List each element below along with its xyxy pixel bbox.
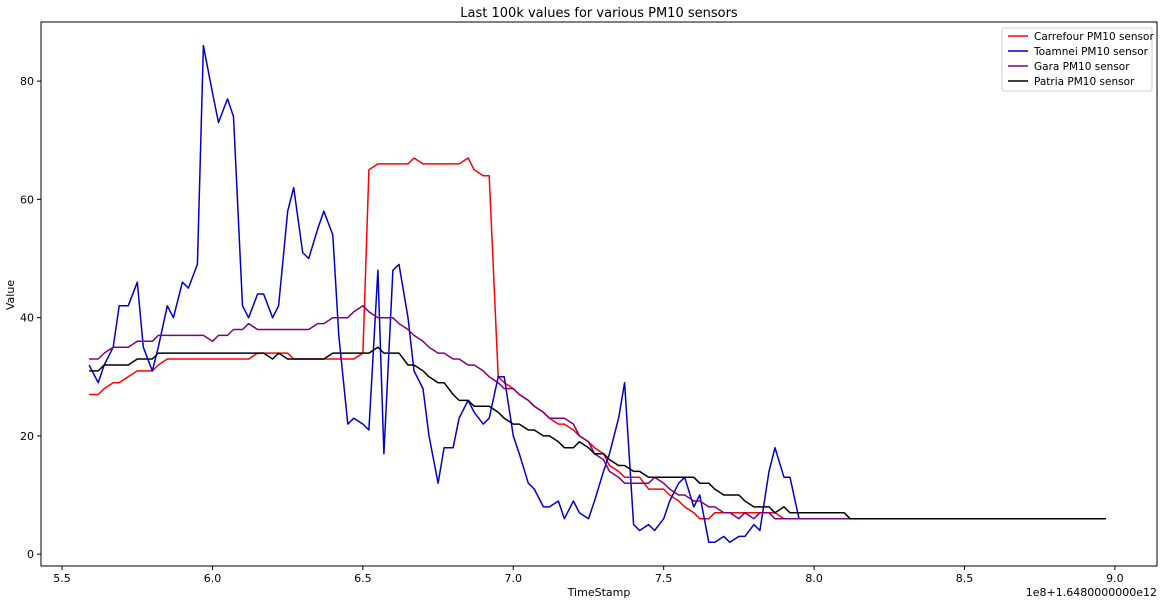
x-tick-label: 8.0: [805, 572, 823, 585]
plot-area: [88, 44, 1106, 544]
series-line-2: [88, 44, 1106, 544]
x-tick-label: 7.0: [505, 572, 523, 585]
y-tick-label: 20: [20, 430, 34, 443]
x-axis-offset-label: 1e8+1.6480000000e12: [1026, 586, 1157, 599]
y-axis-label: Value: [4, 280, 17, 310]
legend-label-3: Gara PM10 sensor: [1034, 61, 1130, 73]
x-tick-label: 6.5: [354, 572, 372, 585]
legend-box: [1001, 27, 1153, 92]
legend-label-4: Patria PM10 sensor: [1034, 76, 1135, 88]
x-tick-label: 6.0: [204, 572, 222, 585]
y-tick-label: 60: [20, 193, 34, 206]
x-tick-label: 7.5: [655, 572, 673, 585]
series-line-1: [89, 157, 1106, 520]
y-tick-label: 40: [20, 312, 34, 325]
x-tick-label: 8.5: [956, 572, 974, 585]
y-axis-ticks: 0 20 40 60 80: [20, 75, 41, 561]
legend: Carrefour PM10 sensor Toamnei PM10 sensor…: [1001, 27, 1154, 92]
chart-title: Last 100k values for various PM10 sensor…: [460, 6, 738, 21]
y-tick-label: 80: [20, 75, 34, 88]
legend-label-2: Toamnei PM10 sensor: [1033, 46, 1149, 58]
x-tick-label: 9.0: [1106, 572, 1124, 585]
x-axis-ticks: 5.5 6.0 6.5 7.0 7.5 8.0 8.5 9.0: [53, 566, 1124, 585]
y-tick-label: 0: [27, 548, 34, 561]
legend-label-1: Carrefour PM10 sensor: [1034, 31, 1154, 43]
series-line-4: [89, 346, 1106, 520]
axes-frame: [40, 21, 1158, 567]
series-line-3: [89, 305, 1106, 520]
x-axis-label: TimeStamp: [567, 586, 631, 599]
x-tick-label: 5.5: [53, 572, 71, 585]
